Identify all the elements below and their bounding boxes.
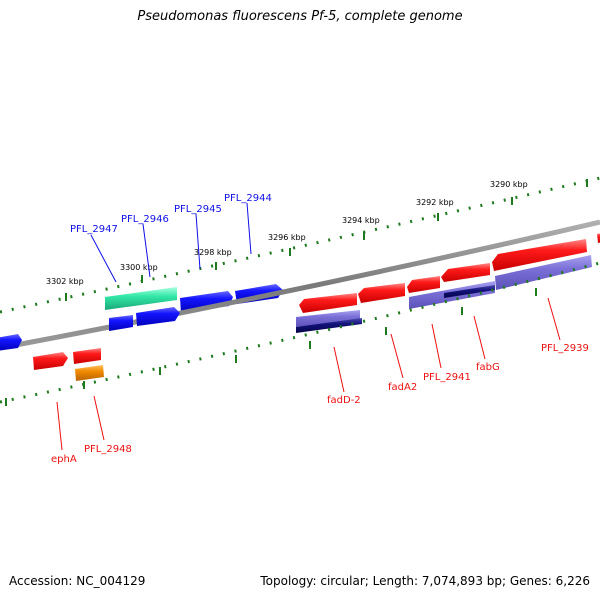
reverse-gene-labels: ephA PFL_2948 fadD-2 fadA2 PFL_2941 fabG…	[51, 343, 589, 465]
scale-label-3296: 3296 kbp	[268, 233, 306, 242]
scale-label-3300: 3300 kbp	[120, 263, 158, 272]
gene-label-fabg[interactable]: fabG	[476, 362, 500, 373]
gene-label-fada2[interactable]: fadA2	[388, 382, 417, 393]
cds-fadd2[interactable]	[296, 310, 360, 327]
cds-pfl2939[interactable]	[495, 255, 592, 290]
gene-pfl2945[interactable]	[180, 291, 233, 313]
genome-title: Pseudomonas fluorescens Pf-5, complete g…	[137, 9, 463, 24]
genome-summary-text: Topology: circular; Length: 7,074,893 bp…	[260, 574, 590, 588]
cds-fadd2-secondary[interactable]	[296, 318, 362, 333]
scale-label-3292: 3292 kbp	[416, 198, 454, 207]
gene-epha[interactable]	[33, 352, 68, 370]
gene-pfl2939[interactable]	[492, 239, 587, 271]
forward-label-leaders	[90, 202, 252, 283]
scale-labels: 3290 kbp 3292 kbp 3294 kbp 3296 kbp 3298…	[46, 180, 528, 286]
gene-label-pfl2944[interactable]: PFL_2944	[224, 193, 272, 204]
gene-label-pfl2948[interactable]: PFL_2948	[84, 444, 132, 455]
gene-label-pfl2945[interactable]: PFL_2945	[174, 204, 222, 215]
gene-pfl2946[interactable]	[136, 307, 180, 326]
misc-feature-pfl2948[interactable]	[75, 365, 104, 381]
cds-fabg-secondary[interactable]	[444, 285, 495, 298]
reverse-label-leaders	[56, 297, 561, 451]
scale-label-3302: 3302 kbp	[46, 277, 84, 286]
genome-backbone	[0, 219, 600, 351]
gene-pfl2948[interactable]	[73, 348, 101, 364]
gene-label-pfl2941[interactable]: PFL_2941	[423, 372, 471, 383]
gene-pfl2947[interactable]	[109, 315, 133, 331]
forward-gene-labels: PFL_2947 PFL_2946 PFL_2945 PFL_2944	[70, 193, 272, 235]
scale-track-upper	[0, 176, 600, 314]
scale-label-3294: 3294 kbp	[342, 216, 380, 225]
gene-pfl2941[interactable]	[407, 276, 440, 293]
forward-features	[105, 233, 600, 313]
rna-feature[interactable]	[105, 287, 177, 310]
features-below-backbone	[0, 255, 592, 381]
gene-fada2[interactable]	[358, 283, 405, 303]
accession-text: Accession: NC_004129	[9, 574, 146, 588]
gene-fadd2[interactable]	[299, 293, 357, 313]
gene-label-pfl2947[interactable]: PFL_2947	[70, 224, 118, 235]
scale-label-3298: 3298 kbp	[194, 248, 232, 257]
gene-fragment-right[interactable]	[597, 233, 600, 243]
scale-label-3290: 3290 kbp	[490, 180, 528, 189]
gene-label-pfl2946[interactable]: PFL_2946	[121, 214, 169, 225]
gene-label-epha[interactable]: ephA	[51, 454, 77, 465]
scale-track-lower	[0, 261, 600, 406]
gene-label-pfl2939[interactable]: PFL_2939	[541, 343, 589, 354]
reverse-features-upper	[299, 239, 587, 313]
gene-fragment-left[interactable]	[0, 334, 22, 351]
gene-label-fadd2[interactable]: fadD-2	[327, 395, 361, 406]
gene-fabg[interactable]	[441, 263, 490, 282]
